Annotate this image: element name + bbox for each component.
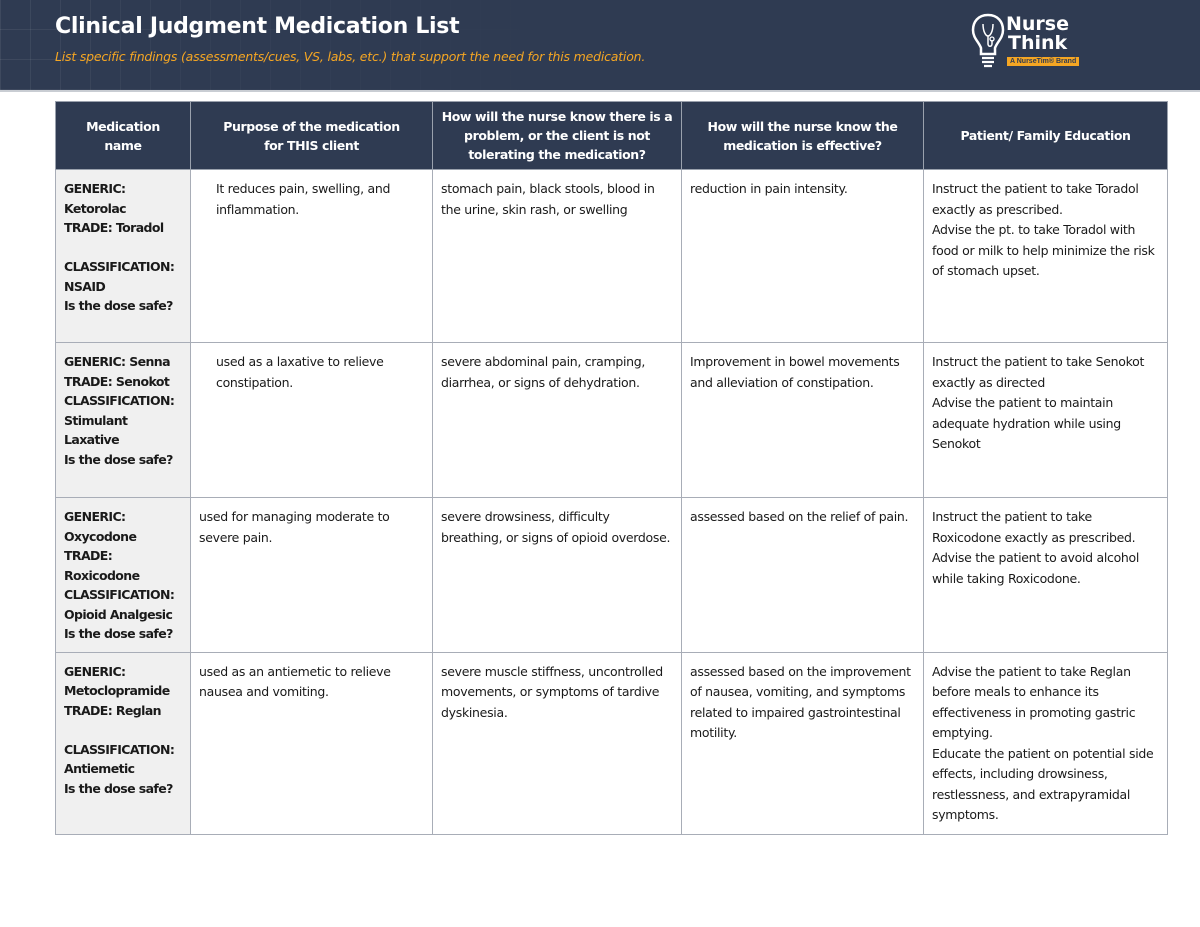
logo-word-think: Think	[1008, 32, 1068, 54]
education-cell: Instruct the patient to take Senokot exa…	[923, 342, 1168, 498]
medication-name-cell: GENERIC: Oxycodone TRADE: Roxicodone CLA…	[55, 497, 191, 653]
page-title: Clinical Judgment Medication List	[55, 14, 460, 39]
logo-tagline: A NurseTim® Brand	[1007, 57, 1080, 66]
education-cell: Instruct the patient to take Roxicodone …	[923, 497, 1168, 653]
medication-name-cell: GENERIC: Senna TRADE: Senokot CLASSIFICA…	[55, 342, 191, 498]
lightbulb-stethoscope-icon	[971, 13, 1005, 68]
page-subtitle: List specific findings (assessments/cues…	[55, 49, 646, 64]
column-header-problem: How will the nurse know there is a probl…	[432, 101, 682, 170]
education-cell: Advise the patient to take Reglan before…	[923, 651, 1168, 835]
medication-name-cell: GENERIC: Ketorolac TRADE: Toradol CLASSI…	[55, 169, 191, 343]
purpose-cell: It reduces pain, swelling, and inflammat…	[190, 169, 433, 343]
header-banner: Clinical Judgment Medication List List s…	[0, 0, 1200, 92]
table-header-row: Medication name Purpose of the medicatio…	[55, 101, 1168, 170]
problem-cell: severe abdominal pain, cramping, diarrhe…	[432, 342, 682, 498]
table-row: GENERIC: Senna TRADE: Senokot CLASSIFICA…	[55, 342, 1168, 498]
problem-cell: stomach pain, black stools, blood in the…	[432, 169, 682, 343]
banner-gradient	[0, 0, 1200, 90]
education-cell: Instruct the patient to take Toradol exa…	[923, 169, 1168, 343]
effective-cell: assessed based on the relief of pain.	[681, 497, 924, 653]
column-header-education: Patient/ Family Education	[923, 101, 1168, 170]
effective-cell: Improvement in bowel movements and allev…	[681, 342, 924, 498]
table-row: GENERIC: Ketorolac TRADE: Toradol CLASSI…	[55, 169, 1168, 343]
purpose-cell: used as an antiemetic to relieve nausea …	[190, 651, 433, 835]
logo-word-nurse: Nurse	[1006, 13, 1069, 35]
problem-cell: severe muscle stiffness, uncontrolled mo…	[432, 651, 682, 835]
effective-cell: assessed based on the improvement of nau…	[681, 651, 924, 835]
purpose-cell: used for managing moderate to severe pai…	[190, 497, 433, 653]
purpose-cell: used as a laxative to relieve constipati…	[190, 342, 433, 498]
column-header-purpose: Purpose of the medication for THIS clien…	[190, 101, 433, 170]
table-row: GENERIC: Oxycodone TRADE: Roxicodone CLA…	[55, 497, 1168, 653]
column-header-effective: How will the nurse know the medication i…	[681, 101, 924, 170]
medication-table: Medication name Purpose of the medicatio…	[55, 101, 1168, 835]
table-row: GENERIC: Metoclopramide TRADE: Reglan CL…	[55, 651, 1168, 835]
problem-cell: severe drowsiness, difficulty breathing,…	[432, 497, 682, 653]
column-header-medication-name: Medication name	[55, 101, 191, 170]
effective-cell: reduction in pain intensity.	[681, 169, 924, 343]
medication-name-cell: GENERIC: Metoclopramide TRADE: Reglan CL…	[55, 651, 191, 835]
nursethink-logo: Nurse Think A NurseTim® Brand	[970, 12, 1085, 72]
